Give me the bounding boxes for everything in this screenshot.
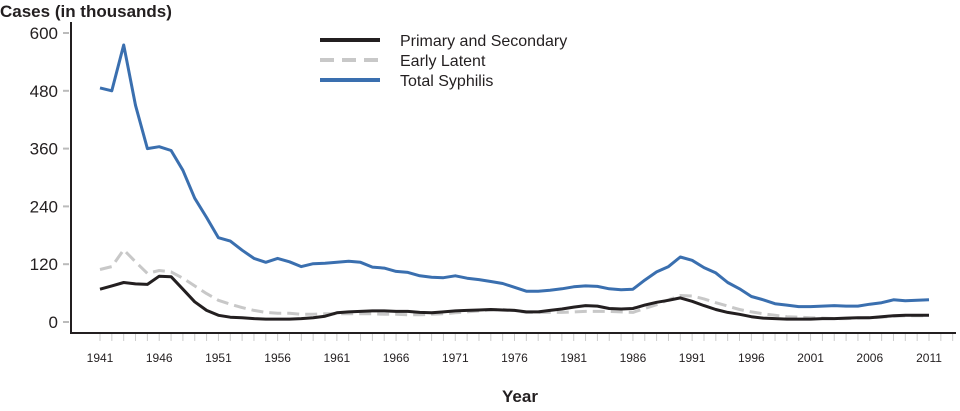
series-line-total-syphilis — [99, 43, 930, 309]
x-tick-label: 1981 — [560, 351, 587, 365]
y-tick-label: 240 — [30, 197, 58, 216]
x-tick-label: 2011 — [916, 351, 942, 365]
x-tick-label: 1941 — [87, 351, 114, 365]
x-tick-label: 1951 — [205, 351, 232, 365]
x-tick-label: 1991 — [679, 351, 706, 365]
y-tick-label: 120 — [30, 255, 58, 274]
x-tick-label: 1956 — [264, 351, 291, 365]
legend-label: Total Syphilis — [400, 73, 493, 90]
series-line-primary-and-secondary — [99, 274, 929, 321]
y-tick-label: 0 — [49, 313, 58, 332]
y-tick-label: 360 — [30, 140, 58, 159]
y-tick-label: 480 — [30, 82, 58, 101]
x-tick-label: 1996 — [738, 351, 765, 365]
y-tick-label: 600 — [30, 24, 58, 43]
x-tick-label: 2006 — [856, 351, 883, 365]
x-tick-label: 2001 — [797, 351, 824, 365]
x-tick-label: 1961 — [324, 351, 351, 365]
x-tick-label: 1946 — [146, 351, 173, 365]
x-tick-label: 1971 — [442, 351, 469, 365]
series-line-early-latent — [99, 248, 929, 321]
x-tick-label: 1966 — [383, 351, 410, 365]
x-tick-label: 1986 — [620, 351, 647, 365]
legend-label: Early Latent — [400, 53, 486, 70]
y-axis-title: Cases (in thousands) — [0, 2, 172, 21]
x-tick-label: 1976 — [501, 351, 528, 365]
x-axis-title: Year — [502, 387, 538, 406]
legend-label: Primary and Secondary — [400, 33, 567, 50]
